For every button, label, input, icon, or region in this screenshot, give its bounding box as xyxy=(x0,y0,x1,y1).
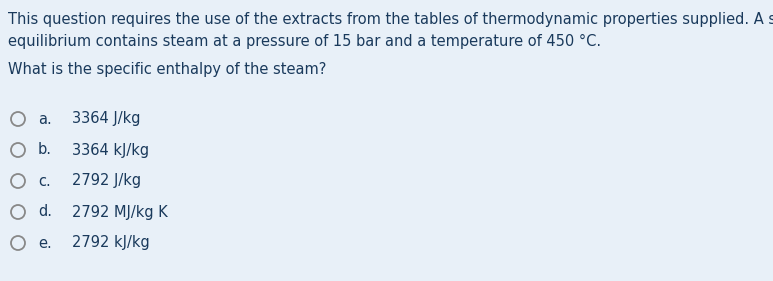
Text: d.: d. xyxy=(38,205,52,219)
Text: b.: b. xyxy=(38,142,52,157)
Text: This question requires the use of the extracts from the tables of thermodynamic : This question requires the use of the ex… xyxy=(8,12,773,27)
Text: 2792 MJ/kg K: 2792 MJ/kg K xyxy=(72,205,168,219)
Text: c.: c. xyxy=(38,173,51,189)
Text: a.: a. xyxy=(38,112,52,126)
Text: What is the specific enthalpy of the steam?: What is the specific enthalpy of the ste… xyxy=(8,62,326,77)
Text: equilibrium contains steam at a pressure of 15 bar and a temperature of 450 °C.: equilibrium contains steam at a pressure… xyxy=(8,34,601,49)
Text: 2792 J/kg: 2792 J/kg xyxy=(72,173,141,189)
Text: 3364 J/kg: 3364 J/kg xyxy=(72,112,141,126)
Text: e.: e. xyxy=(38,235,52,250)
Text: 2792 kJ/kg: 2792 kJ/kg xyxy=(72,235,150,250)
Text: 3364 kJ/kg: 3364 kJ/kg xyxy=(72,142,149,157)
